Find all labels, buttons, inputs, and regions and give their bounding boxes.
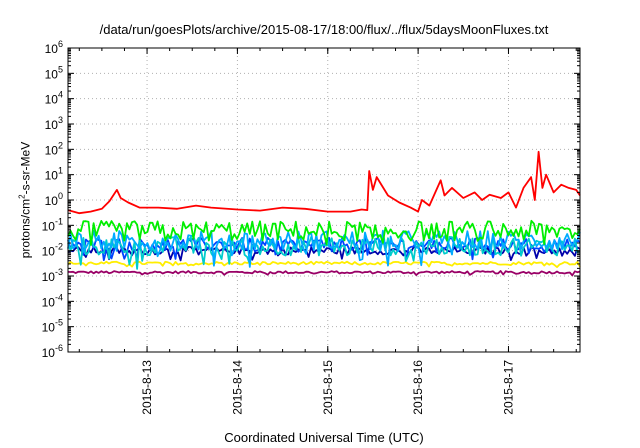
x-tick-label: 2015-8-15 — [321, 360, 335, 415]
series-line — [67, 219, 581, 246]
y-tick-label: 10-1 — [42, 216, 63, 233]
x-axis: 2015-8-13 2015-8-14 2015-8-15 2015-8-16 2015… — [78, 48, 577, 415]
series-line — [67, 236, 581, 270]
x-axis-label: Coordinated Universal Time (UTC) — [224, 430, 424, 445]
y-tick-label: 10-2 — [42, 242, 63, 259]
y-tick-label: 103 — [45, 115, 63, 132]
y-tick-label: 10-3 — [42, 267, 63, 284]
chart-title: /data/run/goesPlots/archive/2015-08-17/1… — [99, 22, 549, 37]
grid — [68, 48, 580, 352]
y-tick-label: 10-4 — [42, 292, 63, 309]
y-tick-label: 102 — [45, 140, 63, 157]
series-line — [67, 270, 581, 277]
y-tick-label: 10-5 — [42, 318, 63, 335]
y-tick-label: 105 — [45, 64, 63, 81]
y-tick-label: 101 — [45, 166, 63, 183]
y-tick-label: 100 — [45, 191, 63, 208]
y-tick-label: 104 — [45, 90, 63, 107]
y-tick-label: 106 — [45, 39, 63, 56]
y-axis: 10-6 10-5 10-4 10-3 10-2 10-1 100 101 102 103 104 1… — [42, 39, 580, 360]
x-tick-label: 2015-8-17 — [501, 360, 515, 415]
x-tick-label: 2015-8-14 — [230, 360, 244, 415]
series-line — [67, 260, 581, 268]
y-axis-label: protons/cm2-s-sr-MeV — [17, 141, 33, 259]
series-group — [67, 150, 581, 277]
series-line — [67, 150, 581, 215]
x-tick-label: 2015-8-13 — [140, 360, 154, 415]
x-tick-label: 2015-8-16 — [411, 360, 425, 415]
y-tick-label: 10-6 — [42, 343, 63, 360]
